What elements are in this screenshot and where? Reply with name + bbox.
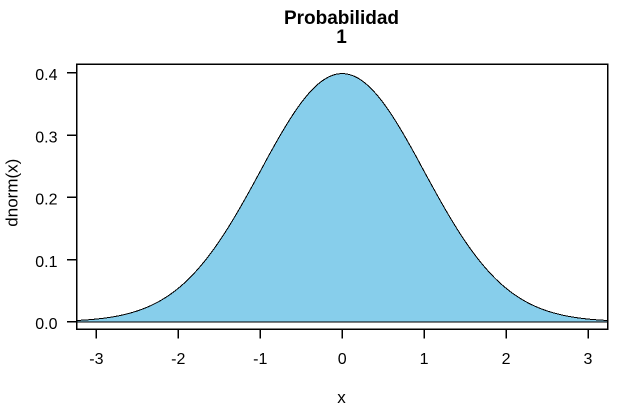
- svg-text:2: 2: [502, 351, 511, 368]
- svg-text:x: x: [337, 388, 346, 407]
- svg-text:0.3: 0.3: [35, 129, 57, 146]
- svg-text:0.1: 0.1: [35, 254, 57, 271]
- svg-text:Probabilidad: Probabilidad: [284, 8, 399, 29]
- svg-text:0.0: 0.0: [35, 316, 57, 333]
- svg-text:1: 1: [336, 27, 347, 48]
- svg-text:1: 1: [420, 351, 429, 368]
- svg-text:0.4: 0.4: [35, 67, 57, 84]
- svg-text:0.2: 0.2: [35, 192, 57, 209]
- svg-text:0: 0: [338, 351, 347, 368]
- svg-text:-3: -3: [89, 351, 103, 368]
- svg-text:3: 3: [584, 351, 593, 368]
- svg-text:dnorm(x): dnorm(x): [2, 159, 21, 227]
- svg-text:-2: -2: [171, 351, 185, 368]
- svg-text:-1: -1: [253, 351, 267, 368]
